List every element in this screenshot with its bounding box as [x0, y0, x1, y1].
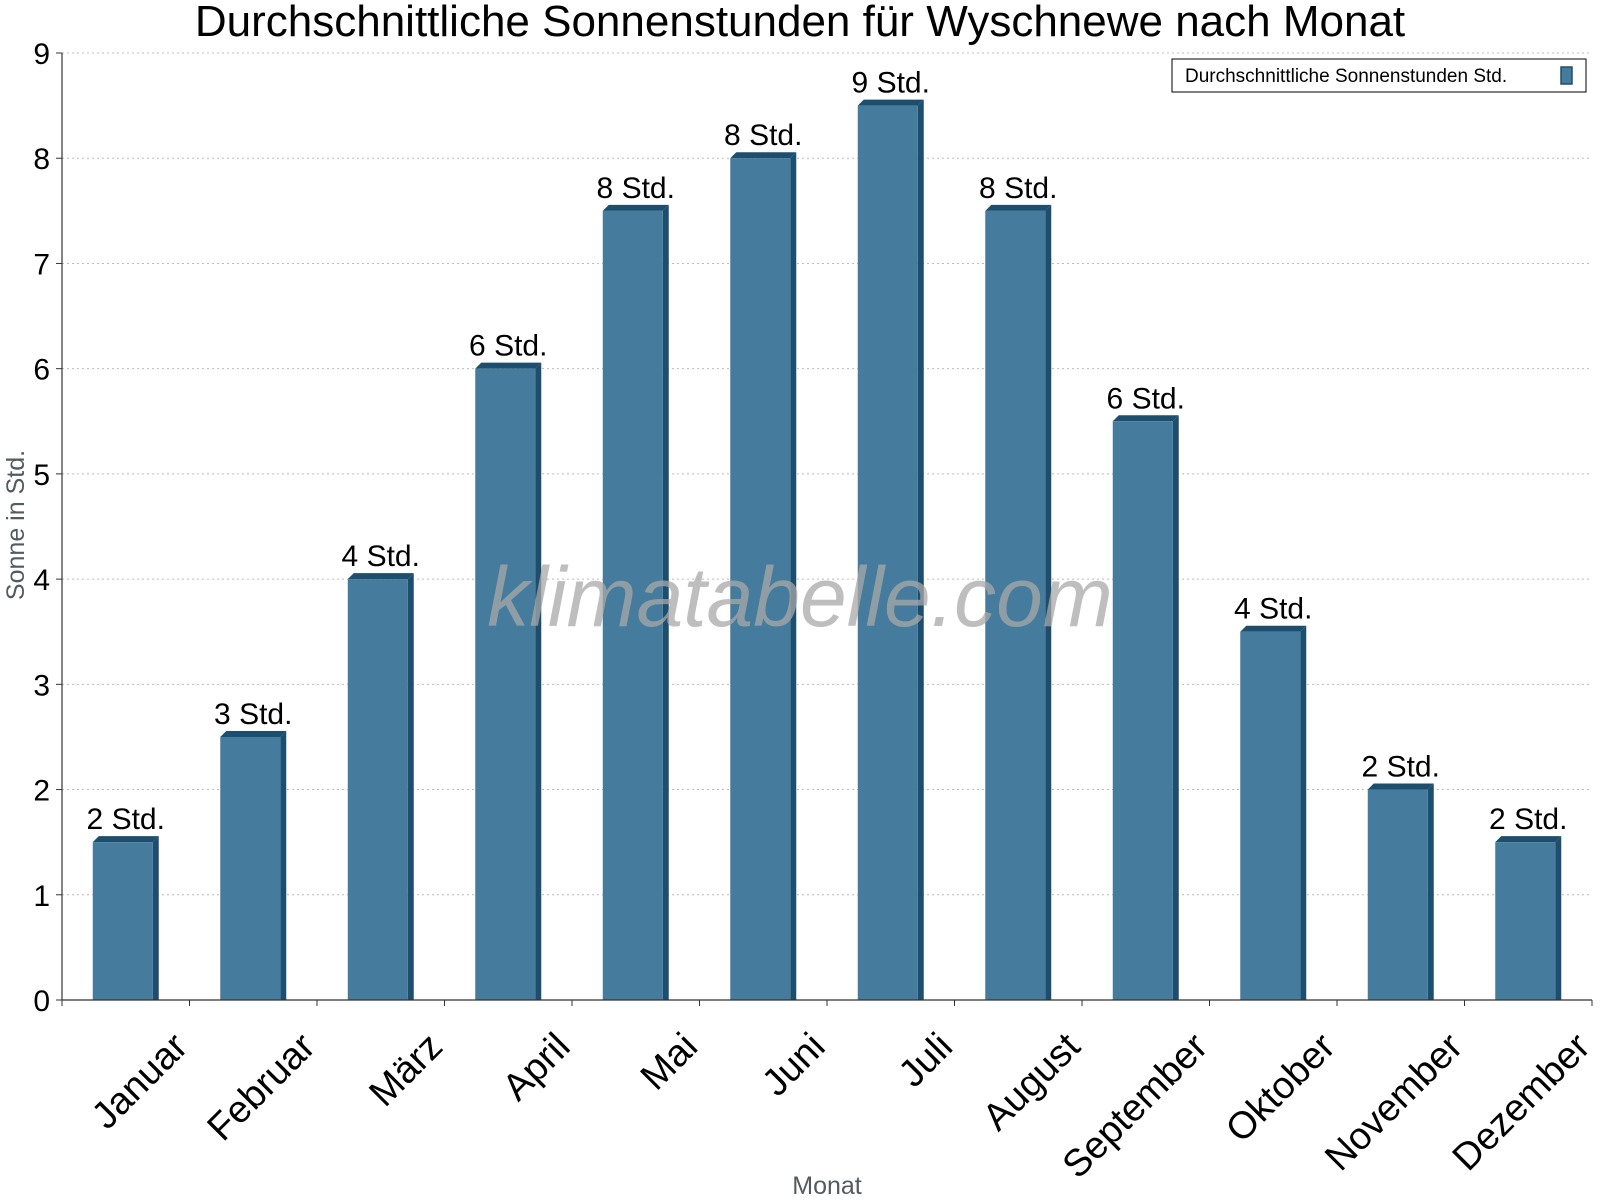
x-axis-ticks: Januar Februar März April Mai Juni Juli AugustS… — [61, 1000, 1599, 1187]
bar-front — [220, 736, 281, 1000]
y-tick-label: 4 — [33, 564, 50, 597]
y-tick-label: 6 — [33, 354, 50, 387]
bar — [1495, 836, 1562, 1000]
x-tick-label: April — [495, 1025, 578, 1108]
y-tick-label: 0 — [33, 985, 50, 1018]
chart-title: Durchschnittliche Sonnenstunden für Wysc… — [195, 0, 1405, 46]
bar — [730, 152, 797, 1000]
x-tick-label: Januar — [84, 1025, 196, 1137]
bar-top — [1240, 625, 1307, 632]
y-tick-label: 5 — [33, 459, 50, 492]
data-label: 6 Std. — [469, 330, 547, 363]
legend-swatch — [1560, 66, 1573, 85]
legend-entry-label: Durchschnittliche Sonnenstunden Std. — [1185, 66, 1507, 87]
bar — [475, 362, 542, 1001]
bar-side — [662, 204, 669, 1001]
data-label: 6 Std. — [1107, 382, 1185, 415]
y-tick-label: 8 — [33, 143, 50, 176]
bar — [347, 573, 414, 1000]
x-tick-label: Juni — [754, 1025, 833, 1104]
bar-top — [475, 362, 542, 369]
bar — [857, 99, 924, 1001]
bar-top — [92, 836, 159, 843]
y-tick-label: 2 — [33, 775, 50, 808]
x-tick-label: August — [975, 1025, 1089, 1139]
bar-top — [602, 204, 669, 211]
bar-top — [347, 573, 414, 580]
bar-front — [602, 210, 663, 1001]
bar-side — [1172, 415, 1179, 1000]
x-tick-label: Dezember — [1445, 1025, 1599, 1179]
bar-side — [1427, 783, 1434, 1000]
bar-side — [1555, 836, 1562, 1000]
data-label: 4 Std. — [342, 540, 420, 573]
watermark-text: klimatabelle.com — [487, 550, 1113, 644]
bar-front — [347, 579, 408, 1000]
grid-lines — [62, 52, 1592, 896]
bar-top — [1495, 836, 1562, 843]
x-tick-label: März — [362, 1025, 451, 1114]
x-tick-label: November — [1317, 1025, 1471, 1179]
bar-top — [985, 204, 1052, 211]
bar-front — [857, 105, 918, 1001]
bar-top — [730, 152, 797, 159]
bar-front — [92, 842, 153, 1000]
bar-front — [475, 368, 536, 1001]
bar-top — [220, 730, 287, 737]
data-label: 2 Std. — [1362, 751, 1440, 784]
bar-side — [917, 99, 924, 1001]
bar-top — [1112, 415, 1179, 422]
bar-side — [535, 362, 542, 1001]
x-tick-label: Juli — [891, 1025, 961, 1095]
bar-front — [1367, 789, 1428, 1000]
bar — [1112, 415, 1179, 1000]
y-tick-label: 3 — [33, 669, 50, 702]
bars — [92, 99, 1562, 1001]
data-label: 8 Std. — [597, 172, 675, 205]
data-label: 4 Std. — [1234, 593, 1312, 626]
legend: Durchschnittliche Sonnenstunden Std. — [1171, 58, 1587, 93]
bar-side — [152, 836, 159, 1000]
legend-box — [1171, 58, 1587, 93]
y-axis-ticks: 0 1 2 3 4 5 6 7 8 9 — [33, 38, 62, 1018]
y-axis-title: Sonne in Std. — [2, 450, 30, 600]
bar — [602, 204, 669, 1001]
bar-front — [730, 158, 791, 1000]
bar — [1240, 625, 1307, 1000]
axes — [61, 53, 1592, 1001]
y-tick-label: 7 — [33, 248, 50, 281]
bar-side — [280, 730, 287, 1000]
bar-front — [1240, 631, 1301, 1000]
bar-side — [1045, 204, 1052, 1001]
y-tick-label: 9 — [33, 38, 50, 71]
data-label: 9 Std. — [852, 67, 930, 100]
bar-side — [1300, 625, 1307, 1000]
data-label: 8 Std. — [724, 119, 802, 152]
x-tick-label: Februar — [200, 1025, 324, 1149]
bar-side — [790, 152, 797, 1000]
bar-front — [1112, 421, 1173, 1000]
bar — [985, 204, 1052, 1001]
bar-top — [1367, 783, 1434, 790]
data-label: 2 Std. — [1489, 803, 1567, 836]
x-tick-label: Mai — [633, 1025, 706, 1098]
x-tick-label: Oktober — [1218, 1025, 1344, 1151]
bar — [1367, 783, 1434, 1000]
bar — [220, 730, 287, 1000]
bar — [92, 836, 159, 1000]
bar-front — [1495, 842, 1556, 1000]
data-label: 8 Std. — [979, 172, 1057, 205]
data-labels: 2 Std. 3 Std. 4 Std. 6 Std. 8 Std. 8 Std. 9 St… — [87, 67, 1568, 837]
x-axis-title: Monat — [792, 1172, 862, 1200]
data-label: 3 Std. — [214, 698, 292, 731]
bar-front — [985, 210, 1046, 1001]
data-label: 2 Std. — [87, 803, 165, 836]
bar-top — [857, 99, 924, 106]
y-tick-label: 1 — [33, 880, 50, 913]
bar-side — [407, 573, 414, 1000]
